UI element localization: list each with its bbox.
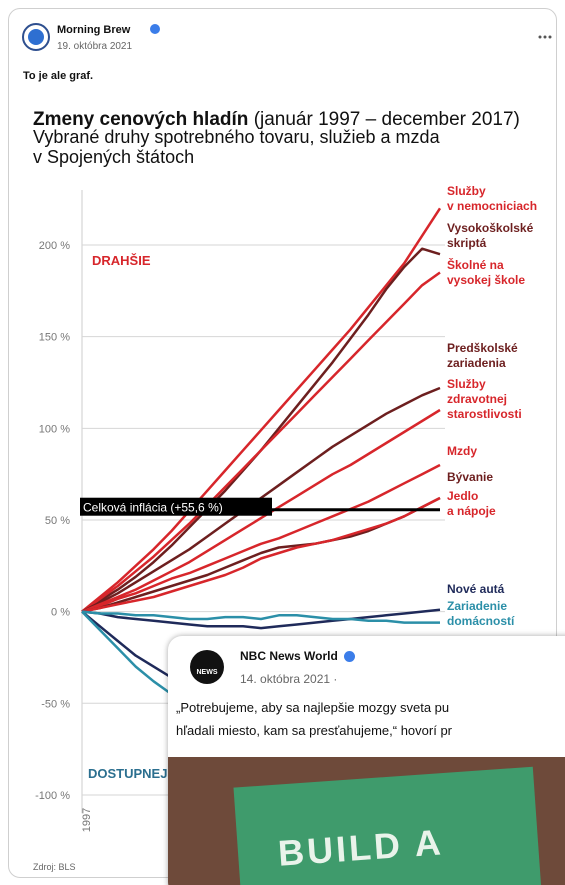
inflation-box: [80, 497, 272, 516]
shared-author[interactable]: NBC News World: [240, 649, 338, 663]
y-tick-label: 200 %: [39, 240, 70, 252]
shared-image[interactable]: BUILD A: [168, 757, 565, 885]
nbc-avatar[interactable]: NEWS: [190, 650, 224, 684]
series-label: Nové autá: [447, 582, 505, 596]
menu-dot[interactable]: [543, 35, 547, 39]
series-line: [81, 610, 440, 624]
y-tick-label: 150 %: [39, 332, 70, 344]
chart-title-line: Zmeny cenových hladín (január 1997 – dec…: [33, 109, 520, 130]
series-line: [81, 271, 441, 613]
post-text: To je ale graf.: [23, 70, 93, 82]
menu-dot[interactable]: [538, 35, 542, 39]
inflation-label: Celková inflácia (+55,6 %): [83, 501, 223, 515]
y-tick-label: -50 %: [41, 698, 70, 710]
shared-post[interactable]: NEWS NBC News World 14. októbra 2021 · „…: [168, 636, 565, 885]
series-label: Predškolské zariadenia: [447, 341, 518, 370]
shared-date[interactable]: 14. októbra 2021 ·: [240, 672, 338, 686]
chart-title: Zmeny cenových hladín: [33, 109, 248, 130]
avatar-icon: [28, 29, 44, 45]
y-tick-label: 100 %: [39, 423, 70, 435]
series-label: Zariadenie domácností: [447, 599, 515, 628]
source: Zdroj: BLS: [33, 862, 76, 872]
y-tick-label: -100 %: [35, 790, 70, 802]
y-tick-label: 0 %: [51, 607, 70, 619]
post-author[interactable]: Morning Brew: [57, 24, 131, 36]
series-label: Bývanie: [447, 470, 494, 484]
menu-dot[interactable]: [548, 35, 552, 39]
shared-text: „Potrebujeme, aby sa najlepšie mozgy sve…: [176, 700, 453, 738]
series-line: [81, 463, 441, 613]
series-line: [81, 408, 441, 613]
series-label: Školné na vysokej škole: [447, 258, 526, 287]
verified-badge: [344, 651, 355, 662]
chart-title-note: (január 1997 – december 2017): [254, 109, 520, 130]
series-label: Vysokoškolské skriptá: [447, 221, 534, 250]
zone-label: DOSTUPNEJŠIE: [88, 766, 189, 781]
series-label: Jedlo a nápoje: [447, 489, 496, 518]
series-line: [81, 496, 441, 613]
x-tick-label: 1997: [81, 808, 93, 832]
zone-label: DRAHŠIE: [92, 253, 151, 268]
chart-subtitle: Vybrané druhy spotrebného tovaru, služie…: [33, 127, 440, 167]
series-label: Služby v nemocniciach: [447, 184, 538, 213]
series-line: [81, 608, 441, 630]
logo-text: NEWS: [196, 669, 218, 676]
post-date[interactable]: 19. októbra 2021: [57, 41, 132, 52]
series-label: Mzdy: [447, 444, 477, 458]
series-label: Služby zdravotnej starostlivosti: [447, 377, 522, 421]
series-line: [81, 207, 442, 613]
y-tick-label: 50 %: [45, 515, 70, 527]
verified-badge: [150, 24, 160, 34]
